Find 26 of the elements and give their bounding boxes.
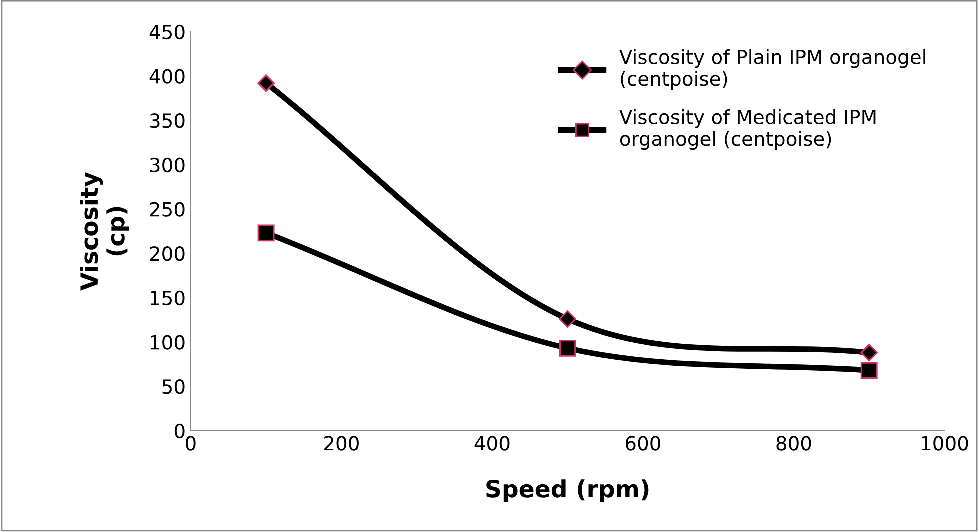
x-tick-label: 200 (324, 436, 359, 451)
legend-label: Viscosity of Plain IPM organogel (centpoise) (620, 49, 926, 90)
point (258, 224, 275, 242)
point (258, 74, 275, 92)
x-tick-label: 400 (474, 436, 510, 451)
x-tick-label: 0 (186, 436, 196, 451)
y-tick-label: 200 (150, 246, 185, 262)
y-tick-label: 300 (150, 158, 185, 173)
y-tick-label: 250 (150, 202, 185, 217)
x-axis-title: Speed (rpm) (486, 480, 649, 502)
legend-label: Viscosity of Medicated IPM organogel (centpoise) (620, 109, 876, 150)
y-tick-label: 50 (162, 380, 185, 394)
x-tick-label: 1000 (922, 436, 968, 451)
y-tick-label: 450 (150, 24, 185, 40)
y-tick-label: 400 (150, 69, 185, 84)
point (860, 344, 878, 362)
point (559, 310, 577, 328)
point (860, 362, 878, 380)
x-tick-label: 600 (626, 436, 660, 451)
y-tick-label: 100 (151, 335, 185, 350)
point (559, 340, 576, 357)
y-tick-label: 150 (151, 290, 185, 306)
y-tick-label: 350 (150, 114, 185, 128)
y-tick-label: 0 (174, 424, 185, 439)
y-axis-title: Viscosity (cp) (80, 172, 130, 291)
x-tick-label: 800 (776, 436, 812, 451)
